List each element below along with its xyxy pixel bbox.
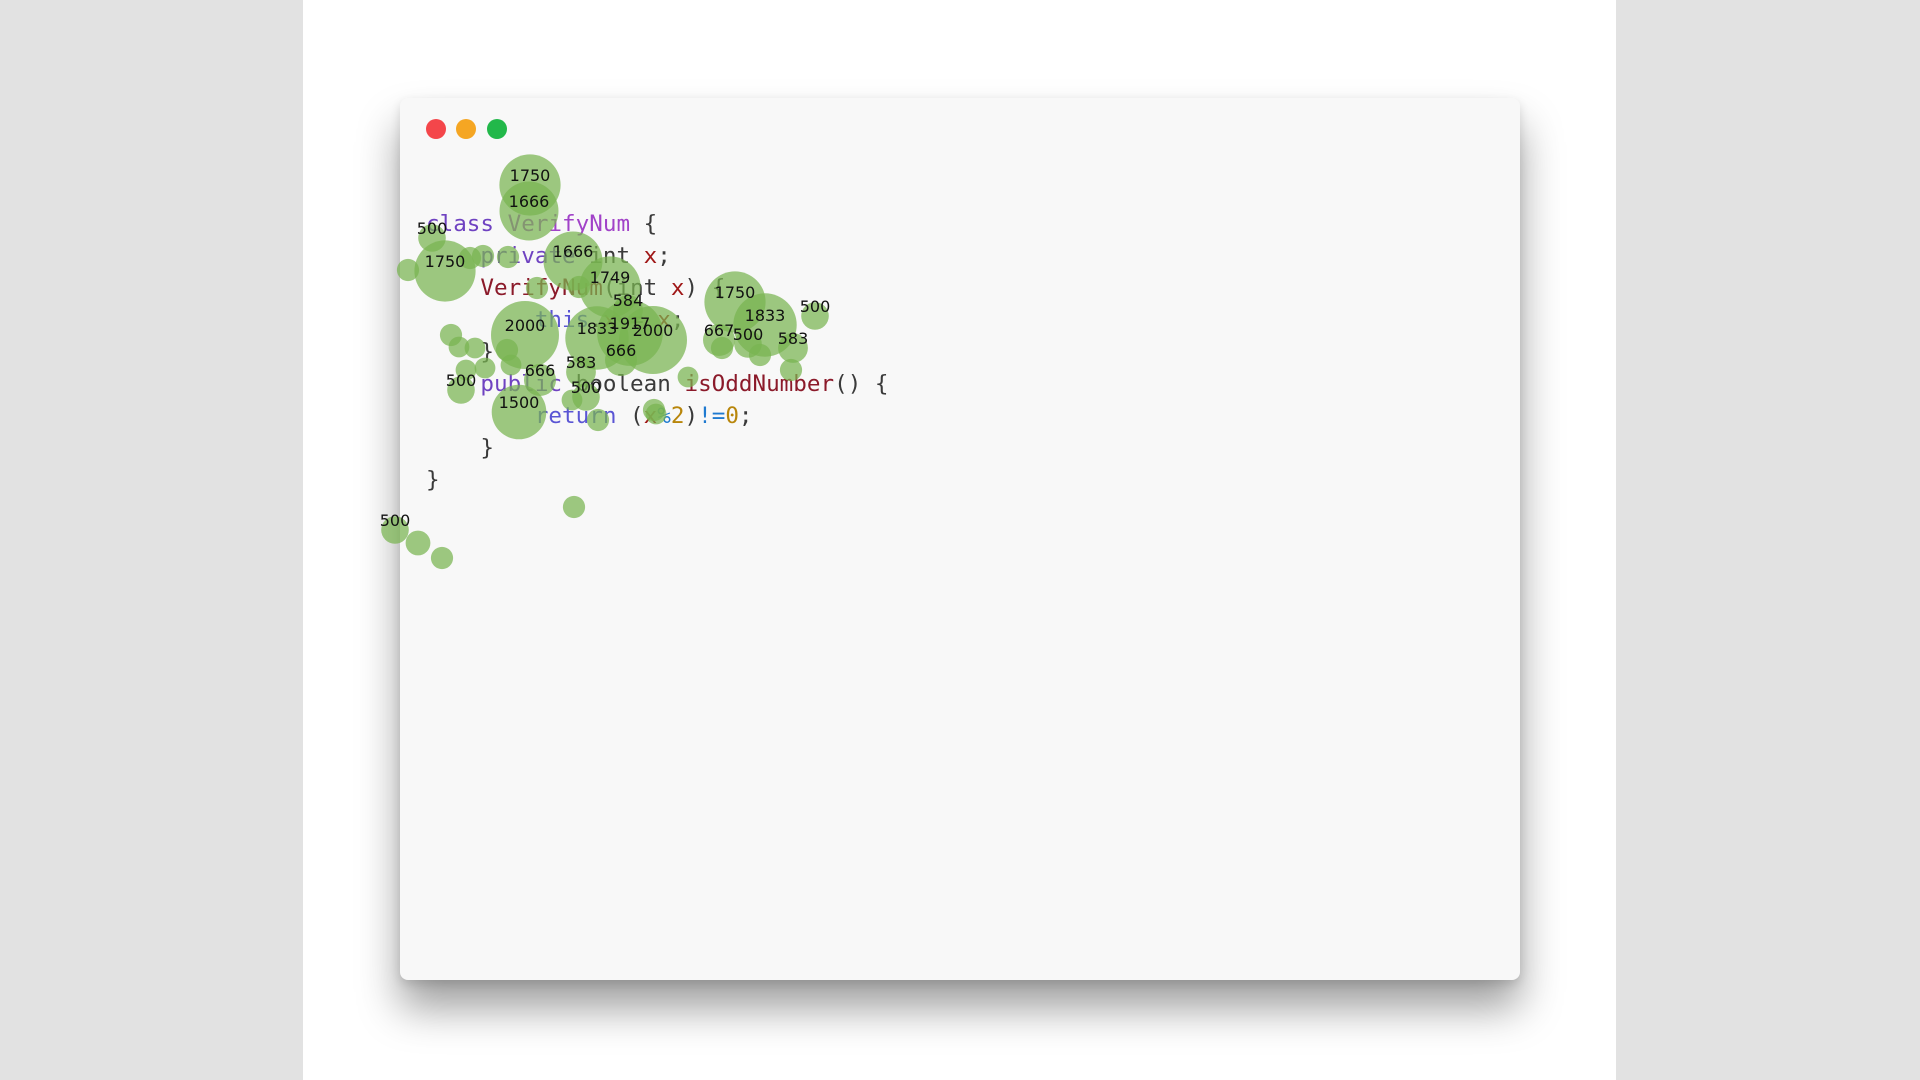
code-token: boolean bbox=[575, 371, 685, 397]
code-window: class VerifyNum { private int x; VerifyN… bbox=[400, 98, 1520, 980]
code-token: x bbox=[643, 243, 658, 269]
code-token: 2 bbox=[670, 403, 685, 429]
code-line: return (x%2)!=0; bbox=[426, 400, 889, 432]
code-line: private int x; bbox=[426, 240, 889, 272]
code-token: ; bbox=[670, 307, 685, 333]
code-token: . bbox=[589, 307, 603, 333]
slide-background: class VerifyNum { private int x; VerifyN… bbox=[303, 0, 1616, 1080]
code-token: { bbox=[630, 211, 658, 237]
code-token bbox=[426, 371, 480, 397]
code-token: 0 bbox=[725, 403, 739, 429]
code-token: ) { bbox=[684, 275, 726, 301]
code-token: } bbox=[426, 339, 495, 365]
code-token: x bbox=[670, 275, 685, 301]
code-token: x bbox=[602, 307, 617, 333]
code-token bbox=[426, 307, 535, 333]
code-token: ; bbox=[738, 403, 753, 429]
code-token: VerifyNum bbox=[507, 211, 631, 237]
code-token: = bbox=[616, 307, 658, 333]
code-token: x bbox=[643, 403, 658, 429]
code-token: } bbox=[426, 435, 495, 461]
code-line: public boolean isOddNumber() { bbox=[426, 368, 889, 400]
code-token: != bbox=[698, 403, 726, 429]
code-token: ) bbox=[684, 403, 699, 429]
code-token: VerifyNum bbox=[480, 275, 603, 301]
code-token: ; bbox=[657, 243, 671, 269]
code-token: public bbox=[480, 371, 576, 397]
code-token: private bbox=[480, 243, 590, 269]
code-token bbox=[426, 275, 480, 301]
code-token: this bbox=[534, 307, 590, 333]
code-token bbox=[426, 243, 480, 269]
code-token bbox=[426, 403, 535, 429]
code-token: x bbox=[657, 307, 671, 333]
code-line: } bbox=[426, 464, 889, 496]
code-line: } bbox=[426, 336, 889, 368]
minimize-window-button[interactable] bbox=[456, 119, 476, 139]
maximize-window-button[interactable] bbox=[487, 119, 507, 139]
code-line: class VerifyNum { bbox=[426, 208, 889, 240]
code-line: VerifyNum(int x) { bbox=[426, 272, 889, 304]
code-line: this.x = x; bbox=[426, 304, 889, 336]
code-token: (int bbox=[602, 275, 671, 301]
code-token: } bbox=[426, 467, 440, 493]
code-token: return bbox=[534, 403, 631, 429]
code-token: int bbox=[589, 243, 644, 269]
code-token: % bbox=[657, 403, 671, 429]
code-token: class bbox=[426, 211, 508, 237]
close-window-button[interactable] bbox=[426, 119, 446, 139]
code-token: isOddNumber bbox=[684, 371, 835, 397]
code-token: ( bbox=[630, 403, 644, 429]
code-block: class VerifyNum { private int x; VerifyN… bbox=[426, 208, 889, 496]
code-token: () { bbox=[834, 371, 889, 397]
code-line: } bbox=[426, 432, 889, 464]
